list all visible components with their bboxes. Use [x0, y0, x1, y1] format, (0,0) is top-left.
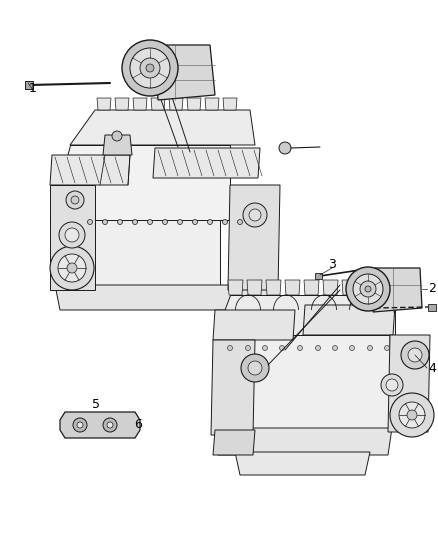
Polygon shape: [223, 98, 237, 110]
Circle shape: [365, 286, 371, 292]
Circle shape: [279, 142, 291, 154]
Circle shape: [243, 203, 267, 227]
Polygon shape: [103, 135, 132, 155]
Circle shape: [346, 267, 390, 311]
Circle shape: [390, 393, 434, 437]
Polygon shape: [304, 280, 319, 295]
Circle shape: [146, 64, 154, 72]
Polygon shape: [169, 98, 183, 110]
Circle shape: [297, 345, 303, 351]
Circle shape: [66, 191, 84, 209]
Circle shape: [385, 345, 389, 351]
Circle shape: [58, 254, 86, 282]
Circle shape: [223, 220, 227, 224]
Circle shape: [386, 379, 398, 391]
Text: 1: 1: [29, 82, 37, 94]
Polygon shape: [50, 185, 95, 290]
Polygon shape: [373, 268, 422, 312]
Circle shape: [367, 345, 372, 351]
Circle shape: [148, 220, 152, 224]
Polygon shape: [361, 280, 376, 295]
Circle shape: [192, 220, 198, 224]
Circle shape: [241, 354, 269, 382]
Circle shape: [350, 345, 354, 351]
Circle shape: [122, 40, 178, 96]
Circle shape: [407, 410, 417, 420]
Polygon shape: [70, 110, 255, 145]
Circle shape: [315, 345, 321, 351]
Polygon shape: [50, 145, 230, 220]
Circle shape: [262, 345, 268, 351]
Text: 3: 3: [328, 259, 336, 271]
Polygon shape: [115, 98, 129, 110]
Polygon shape: [303, 305, 395, 335]
Circle shape: [177, 220, 183, 224]
Circle shape: [103, 418, 117, 432]
Polygon shape: [211, 340, 255, 435]
Circle shape: [279, 345, 285, 351]
Circle shape: [246, 345, 251, 351]
Polygon shape: [187, 98, 201, 110]
Polygon shape: [247, 280, 262, 295]
Circle shape: [50, 246, 94, 290]
Text: 6: 6: [134, 418, 142, 432]
Circle shape: [59, 222, 85, 248]
Polygon shape: [228, 185, 280, 290]
Polygon shape: [323, 280, 338, 295]
Polygon shape: [388, 335, 430, 432]
Circle shape: [162, 220, 167, 224]
Circle shape: [332, 345, 338, 351]
Circle shape: [248, 361, 262, 375]
Polygon shape: [50, 220, 220, 290]
Circle shape: [107, 422, 113, 428]
Bar: [25, 81, 33, 89]
Polygon shape: [235, 452, 370, 475]
Circle shape: [102, 220, 107, 224]
Polygon shape: [213, 335, 392, 432]
Text: 2: 2: [428, 281, 436, 295]
Circle shape: [401, 341, 429, 369]
Circle shape: [112, 131, 122, 141]
Circle shape: [88, 220, 92, 224]
Circle shape: [140, 58, 160, 78]
Polygon shape: [97, 98, 111, 110]
Polygon shape: [55, 285, 275, 310]
Bar: [428, 304, 436, 311]
Polygon shape: [60, 412, 140, 438]
Circle shape: [117, 220, 123, 224]
Circle shape: [360, 281, 376, 297]
Circle shape: [67, 263, 77, 273]
Polygon shape: [153, 148, 260, 178]
Circle shape: [133, 220, 138, 224]
Circle shape: [381, 374, 403, 396]
Polygon shape: [228, 280, 243, 295]
Circle shape: [408, 348, 422, 362]
Polygon shape: [133, 98, 147, 110]
Polygon shape: [155, 45, 215, 100]
Circle shape: [65, 228, 79, 242]
Polygon shape: [151, 98, 165, 110]
Circle shape: [249, 209, 261, 221]
Circle shape: [77, 422, 83, 428]
Text: 4: 4: [428, 361, 436, 375]
Circle shape: [73, 418, 87, 432]
Bar: [315, 273, 322, 279]
Polygon shape: [215, 428, 392, 455]
Polygon shape: [213, 430, 255, 455]
Circle shape: [227, 345, 233, 351]
Polygon shape: [342, 280, 357, 295]
Circle shape: [71, 196, 79, 204]
Circle shape: [208, 220, 212, 224]
Circle shape: [237, 220, 243, 224]
Polygon shape: [50, 155, 130, 185]
Text: 5: 5: [92, 398, 100, 410]
Polygon shape: [205, 98, 219, 110]
Polygon shape: [285, 280, 300, 295]
Circle shape: [130, 48, 170, 88]
Circle shape: [353, 274, 383, 304]
Polygon shape: [266, 280, 281, 295]
Polygon shape: [213, 310, 295, 340]
Polygon shape: [215, 295, 395, 335]
Circle shape: [399, 402, 425, 428]
